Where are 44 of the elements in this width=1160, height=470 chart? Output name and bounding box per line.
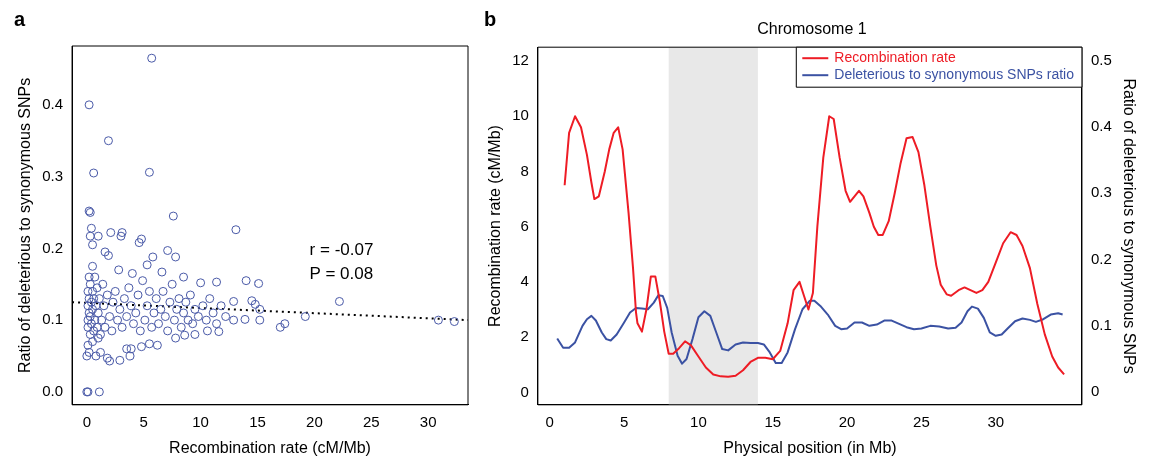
y-axis-title: Ratio of deleterious to synonymous SNPs	[16, 77, 34, 374]
x-tick-label: 25	[913, 412, 930, 430]
y2-tick-label: 0.5	[1090, 50, 1112, 68]
y-tick-label: 0.2	[42, 238, 64, 256]
y2-tick-label: 0.1	[1090, 315, 1112, 333]
x-tick-label: 30	[419, 412, 437, 430]
x-tick-label: 10	[192, 412, 209, 430]
x-tick-label: 15	[764, 412, 782, 430]
y-tick-label: 0.4	[42, 94, 64, 112]
text: b	[484, 8, 497, 31]
y-axis-title: Recombination rate (cM/Mb)	[486, 125, 504, 327]
x-axis-title: Recombination rate (cM/Mb)	[169, 438, 371, 456]
x-tick-label: 30	[987, 412, 1005, 430]
y2-axis-title: Ratio of deleterious to synonymous SNPs	[1120, 78, 1138, 374]
x-tick-label: 20	[306, 412, 323, 430]
y2-tick-label: 0.3	[1090, 183, 1112, 201]
x-tick-label: 10	[690, 412, 707, 430]
annotation: r = -0.07	[309, 240, 374, 260]
y-tick-label: 4	[520, 272, 529, 290]
x-tick-label: 15	[249, 412, 266, 430]
x-axis-title: Physical position (in Mb)	[723, 438, 897, 456]
y-tick-label: 0.0	[42, 382, 64, 400]
x-tick-label: 20	[838, 412, 856, 430]
legend-label: Deleterious to synonymous SNPs ratio	[834, 66, 1075, 83]
y2-tick-label: 0.4	[1090, 116, 1112, 134]
x-tick-label: 25	[362, 412, 380, 430]
x-tick-label: 5	[619, 412, 629, 430]
y-tick-label: 6	[520, 216, 529, 234]
x-tick-label: 0	[545, 412, 554, 430]
y-tick-label: 0.1	[42, 310, 64, 328]
y-tick-label: 2	[520, 327, 529, 345]
y2-tick-label: 0.2	[1090, 249, 1112, 267]
legend-label: Recombination rate	[834, 49, 956, 66]
y-tick-label: 0	[520, 382, 529, 400]
annotation: P = 0.08	[309, 264, 374, 284]
text: a	[14, 8, 26, 31]
chart-title: Chromosome 1	[757, 20, 867, 38]
y-tick-label: 8	[520, 161, 529, 179]
y-tick-label: 10	[512, 106, 529, 124]
y2-tick-label: 0	[1090, 382, 1100, 400]
y-tick-label: 0.3	[42, 166, 64, 184]
x-tick-label: 5	[139, 412, 148, 430]
y-tick-label: 12	[512, 51, 529, 69]
x-tick-label: 0	[82, 412, 92, 430]
